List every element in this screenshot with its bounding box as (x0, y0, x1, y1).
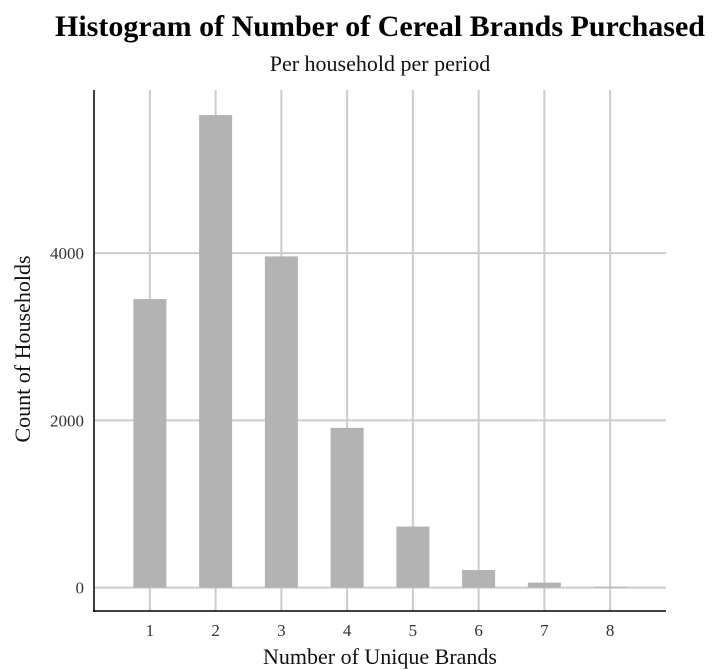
x-tick-label: 7 (540, 621, 549, 640)
y-tick-label: 4000 (50, 244, 84, 263)
x-tick-label: 2 (211, 621, 220, 640)
y-tick-labels: 0 2000 4000 (50, 244, 84, 598)
y-tick-label: 0 (76, 579, 85, 598)
bar (462, 570, 496, 588)
x-tick-labels: 1 2 3 4 5 6 7 8 (146, 621, 615, 640)
bar (199, 115, 233, 588)
grid-lines (94, 90, 666, 611)
y-tick-label: 2000 (50, 411, 84, 430)
y-axis-label: Count of Households (10, 256, 35, 443)
bar (396, 526, 430, 588)
x-tick-label: 5 (409, 621, 418, 640)
x-tick-label: 8 (606, 621, 615, 640)
x-tick-label: 6 (474, 621, 483, 640)
bar (593, 586, 627, 588)
x-tick-label: 1 (146, 621, 155, 640)
bar (330, 427, 364, 588)
bar (527, 582, 561, 588)
x-tick-label: 4 (343, 621, 352, 640)
x-axis-label: Number of Unique Brands (263, 644, 497, 669)
axes (93, 90, 666, 612)
x-tick-label: 3 (277, 621, 286, 640)
bar (264, 256, 298, 588)
bars (133, 115, 627, 588)
chart-subtitle: Per household per period (269, 51, 491, 76)
chart-title: Histogram of Number of Cereal Brands Pur… (55, 10, 705, 43)
bar (133, 299, 167, 588)
